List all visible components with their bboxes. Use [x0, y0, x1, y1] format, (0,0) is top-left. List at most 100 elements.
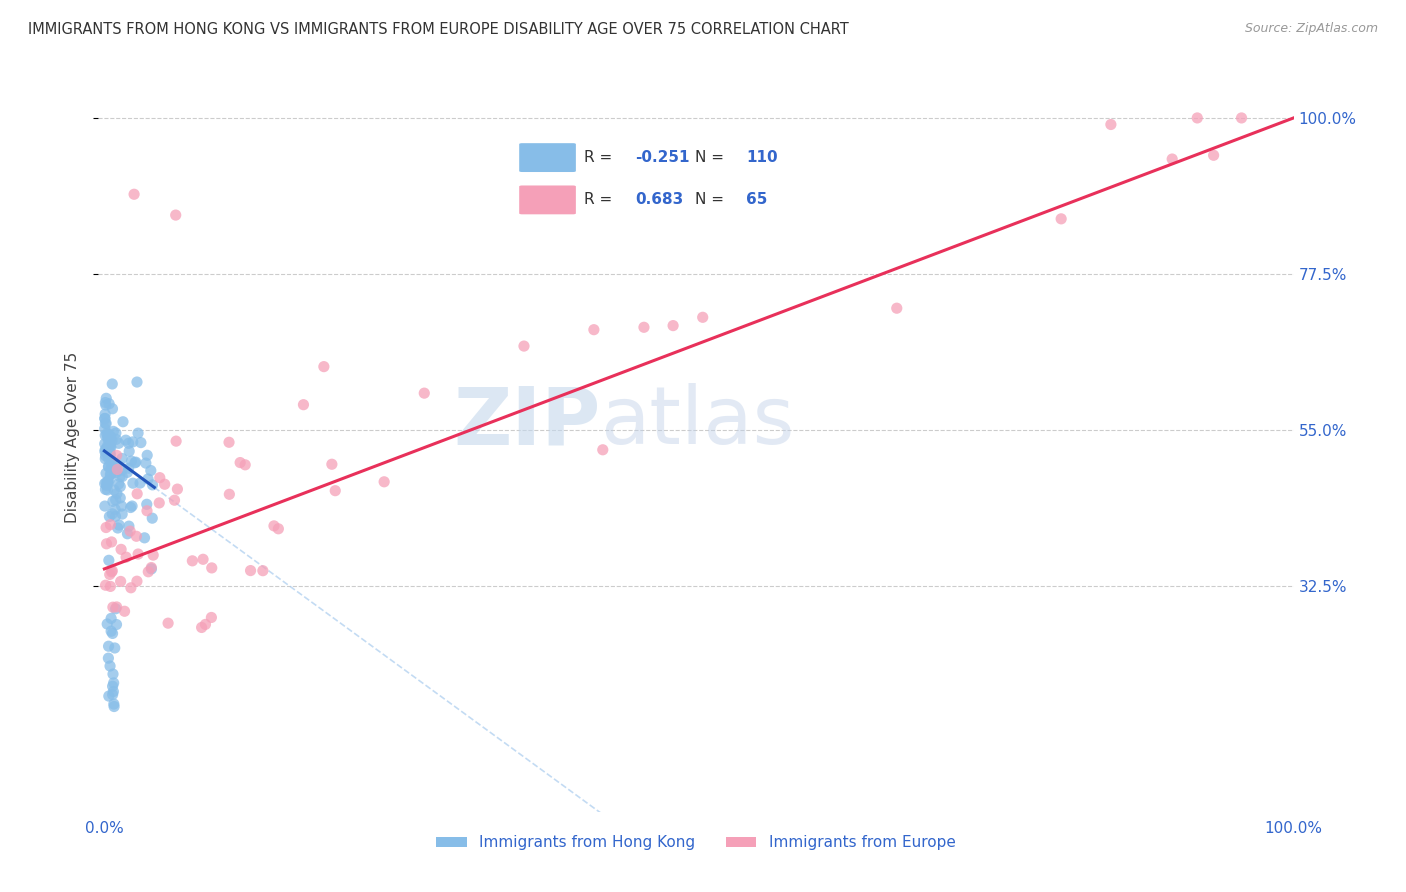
Point: [120, 500, 142, 515]
Point: [104, 509, 127, 524]
Point: [104, 492, 127, 507]
Point: [94, 451, 117, 466]
Point: [98, 397, 121, 411]
Point: [115, 550, 138, 565]
Point: [233, 458, 256, 472]
Point: [229, 456, 252, 470]
Point: [127, 487, 149, 501]
Point: [104, 425, 127, 440]
Point: [101, 458, 124, 472]
Point: [103, 684, 125, 698]
Point: [886, 301, 908, 316]
Point: [96, 440, 118, 454]
Text: R =: R =: [585, 193, 617, 208]
Point: [190, 620, 212, 634]
Point: [94, 411, 117, 425]
Point: [94, 499, 117, 513]
Point: [94, 483, 117, 497]
Point: [94, 467, 117, 481]
Point: [101, 401, 124, 416]
Point: [163, 493, 186, 508]
Point: [104, 502, 127, 516]
Point: [97, 426, 120, 441]
Point: [94, 395, 117, 409]
Point: [1187, 111, 1209, 125]
FancyBboxPatch shape: [519, 186, 576, 214]
Point: [96, 446, 118, 460]
Point: [93, 411, 115, 425]
Point: [125, 529, 148, 543]
Point: [100, 565, 122, 579]
Point: [125, 455, 148, 469]
Point: [292, 398, 315, 412]
Point: [97, 430, 120, 444]
Point: [100, 624, 122, 639]
Point: [101, 626, 124, 640]
Point: [117, 466, 139, 480]
Point: [582, 323, 605, 337]
Point: [101, 507, 124, 521]
Point: [105, 462, 128, 476]
Point: [94, 407, 117, 421]
Point: [97, 639, 120, 653]
Point: [111, 463, 134, 477]
Point: [136, 448, 159, 462]
Point: [181, 554, 204, 568]
Point: [110, 542, 132, 557]
Point: [93, 437, 115, 451]
Point: [101, 494, 124, 508]
Point: [101, 564, 124, 578]
Text: N =: N =: [695, 193, 728, 208]
Point: [1230, 111, 1253, 125]
Point: [153, 477, 176, 491]
Point: [98, 447, 121, 461]
Text: R =: R =: [585, 150, 617, 165]
Point: [96, 442, 118, 456]
Point: [98, 509, 121, 524]
Point: [96, 392, 118, 406]
Point: [94, 442, 117, 457]
Point: [142, 548, 165, 562]
Point: [94, 578, 117, 592]
Point: [149, 470, 172, 484]
Text: N =: N =: [695, 150, 728, 165]
Point: [165, 208, 187, 222]
Point: [117, 436, 139, 450]
Point: [513, 339, 536, 353]
Point: [114, 604, 136, 618]
Text: 65: 65: [745, 193, 768, 208]
Point: [662, 318, 685, 333]
Text: Source: ZipAtlas.com: Source: ZipAtlas.com: [1244, 22, 1378, 36]
Point: [127, 547, 149, 561]
Point: [97, 434, 120, 448]
Point: [94, 398, 117, 412]
Point: [94, 520, 117, 534]
Point: [110, 480, 132, 494]
Point: [100, 467, 122, 481]
Point: [136, 472, 159, 486]
Point: [141, 478, 163, 492]
Point: [124, 456, 146, 470]
Point: [1099, 118, 1122, 132]
Point: [413, 386, 436, 401]
Point: [98, 439, 121, 453]
Point: [96, 483, 118, 497]
Point: [111, 415, 134, 429]
Point: [101, 434, 124, 448]
Point: [120, 454, 142, 468]
Point: [100, 535, 122, 549]
Point: [267, 522, 290, 536]
Point: [101, 679, 124, 693]
Point: [98, 444, 121, 458]
Point: [105, 433, 128, 447]
Point: [97, 474, 120, 488]
Point: [111, 507, 134, 521]
Point: [96, 478, 118, 492]
Point: [110, 491, 132, 505]
Legend: Immigrants from Hong Kong, Immigrants from Europe: Immigrants from Hong Kong, Immigrants fr…: [430, 830, 962, 856]
Point: [129, 476, 152, 491]
Point: [105, 599, 128, 614]
Text: atlas: atlas: [600, 383, 794, 461]
Point: [117, 526, 139, 541]
Point: [200, 610, 222, 624]
